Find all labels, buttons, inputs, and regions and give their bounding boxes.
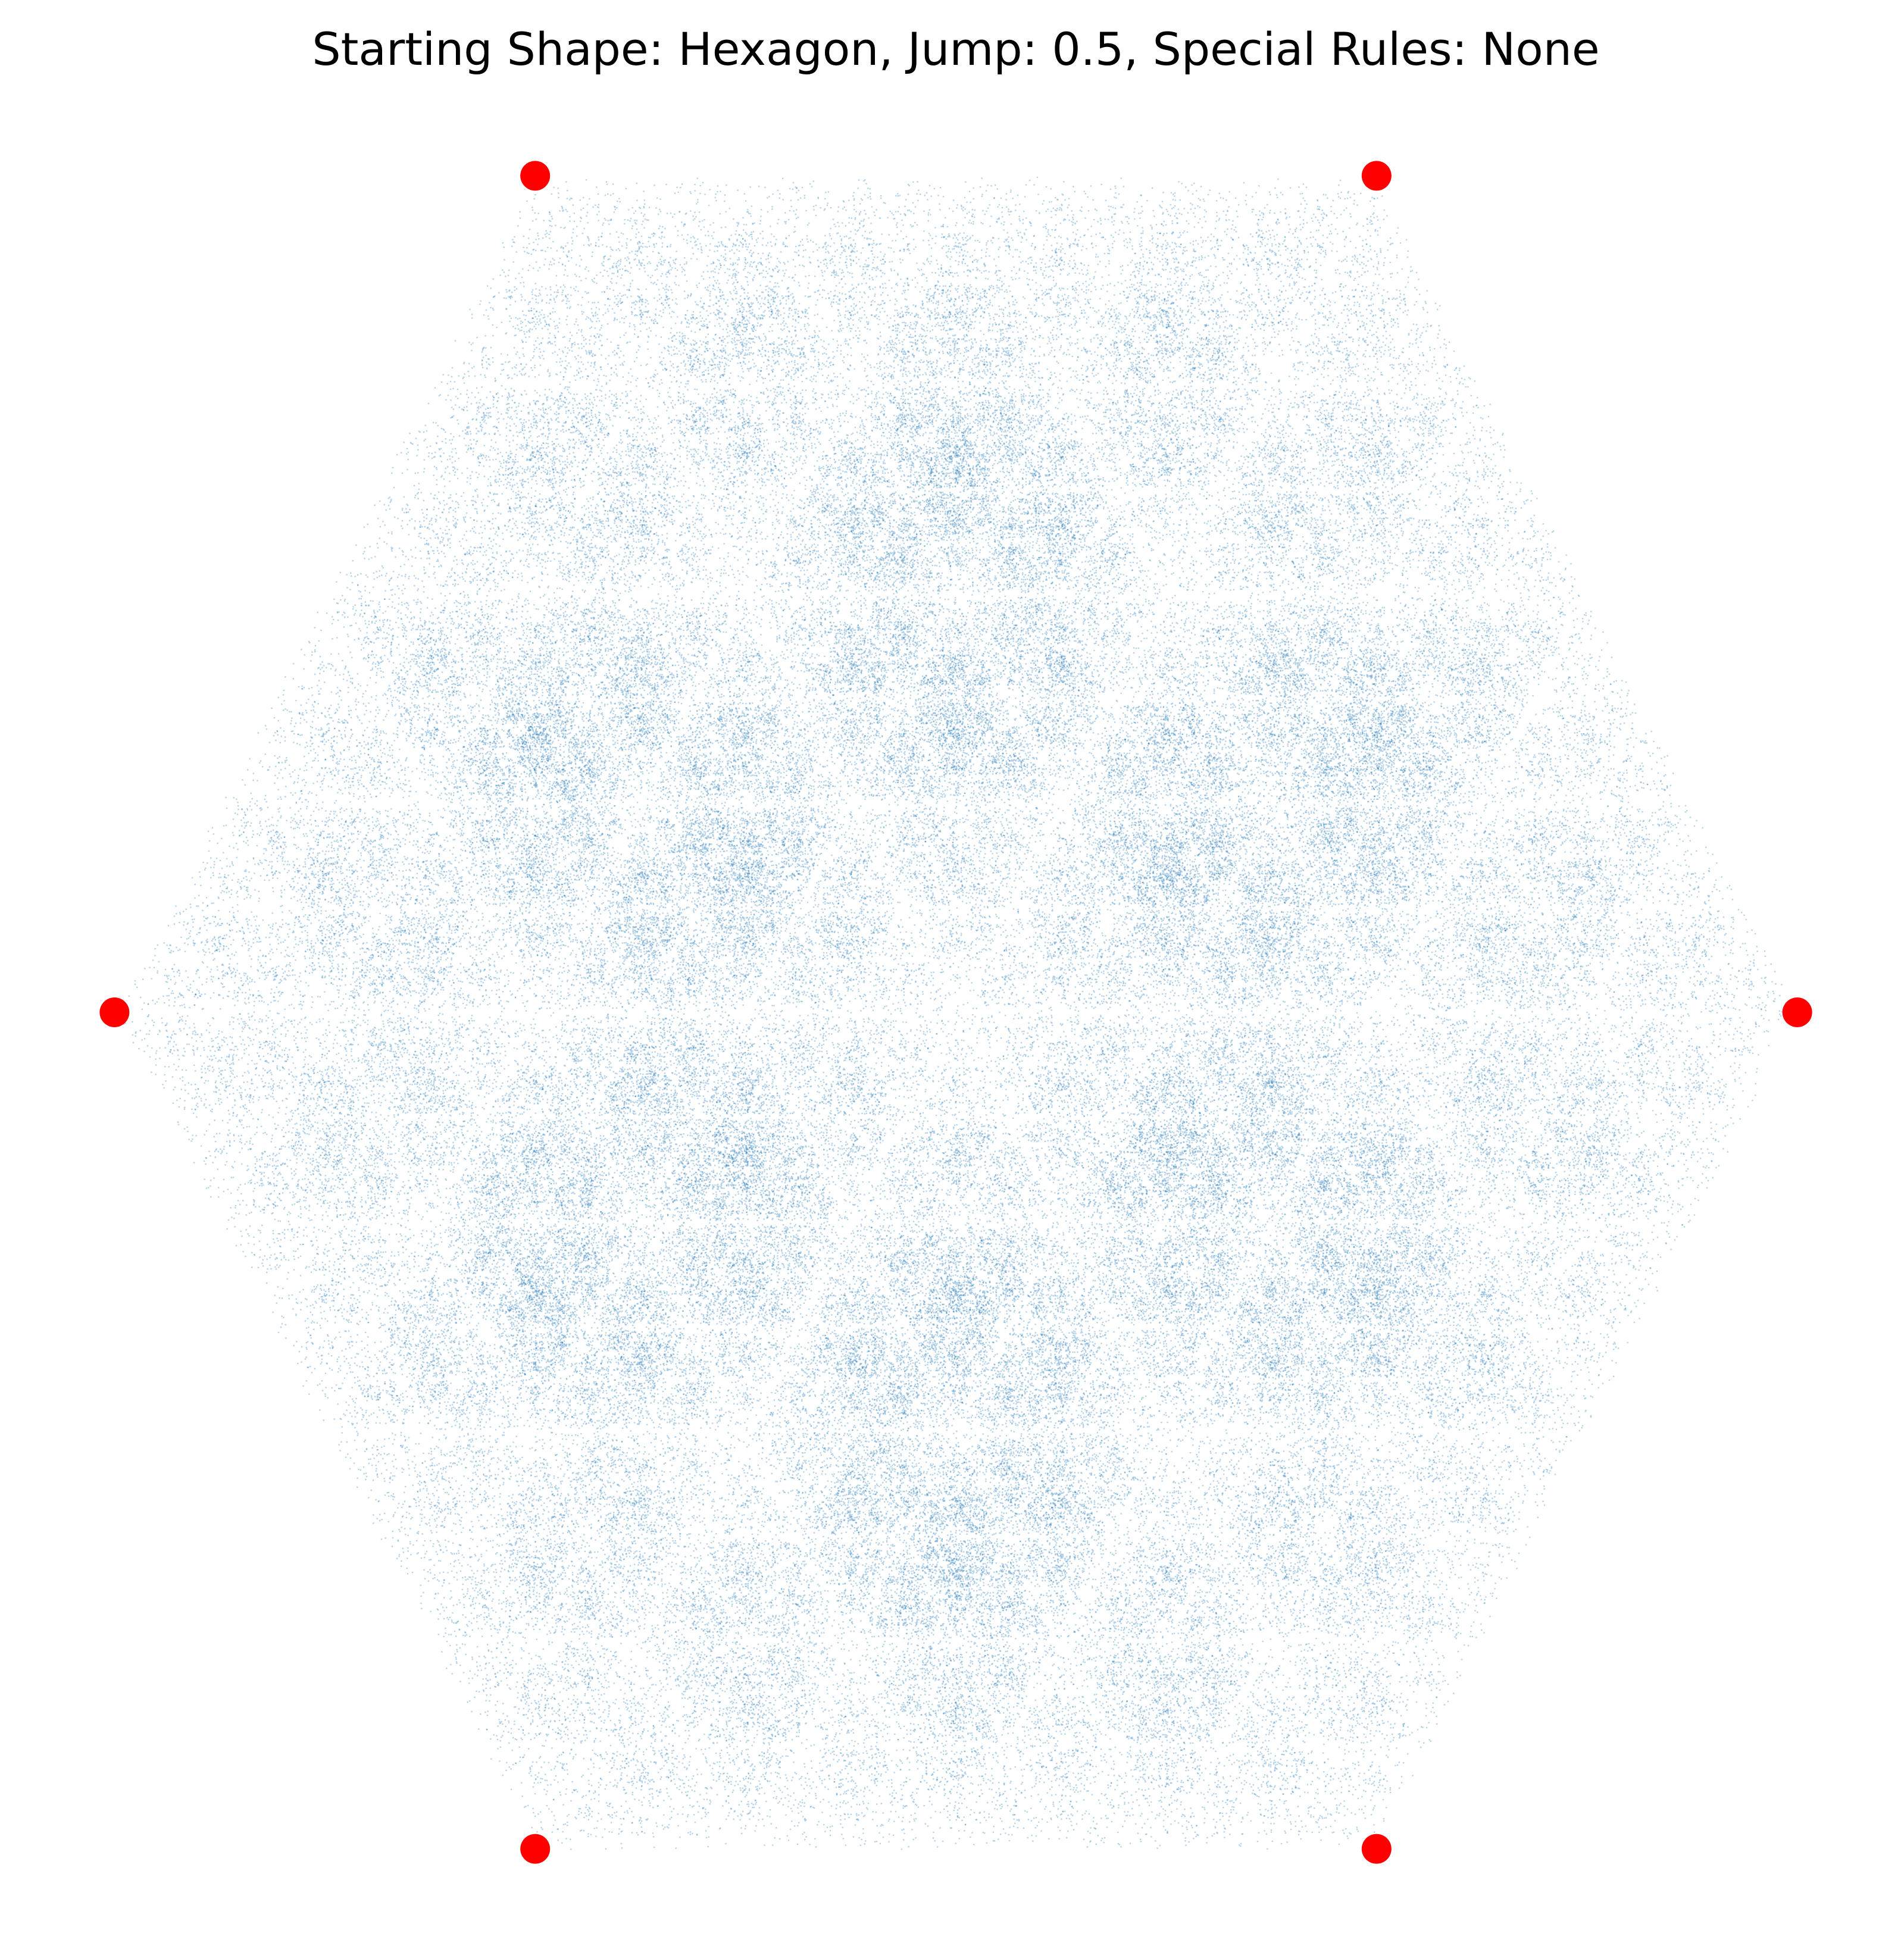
- vertex-point: [1361, 161, 1392, 191]
- vertex-point: [520, 1834, 551, 1864]
- vertex-point: [1782, 997, 1812, 1027]
- fractal-points: [138, 177, 1780, 1850]
- vertex-point: [99, 997, 130, 1027]
- vertex-point: [1361, 1834, 1392, 1864]
- fractal-points: [135, 178, 1769, 1845]
- chart-title: Starting Shape: Hexagon, Jump: 0.5, Spec…: [312, 23, 1599, 76]
- vertex-point: [520, 161, 551, 191]
- fractal-points: [118, 177, 1781, 1848]
- point-cloud: [118, 176, 1799, 1850]
